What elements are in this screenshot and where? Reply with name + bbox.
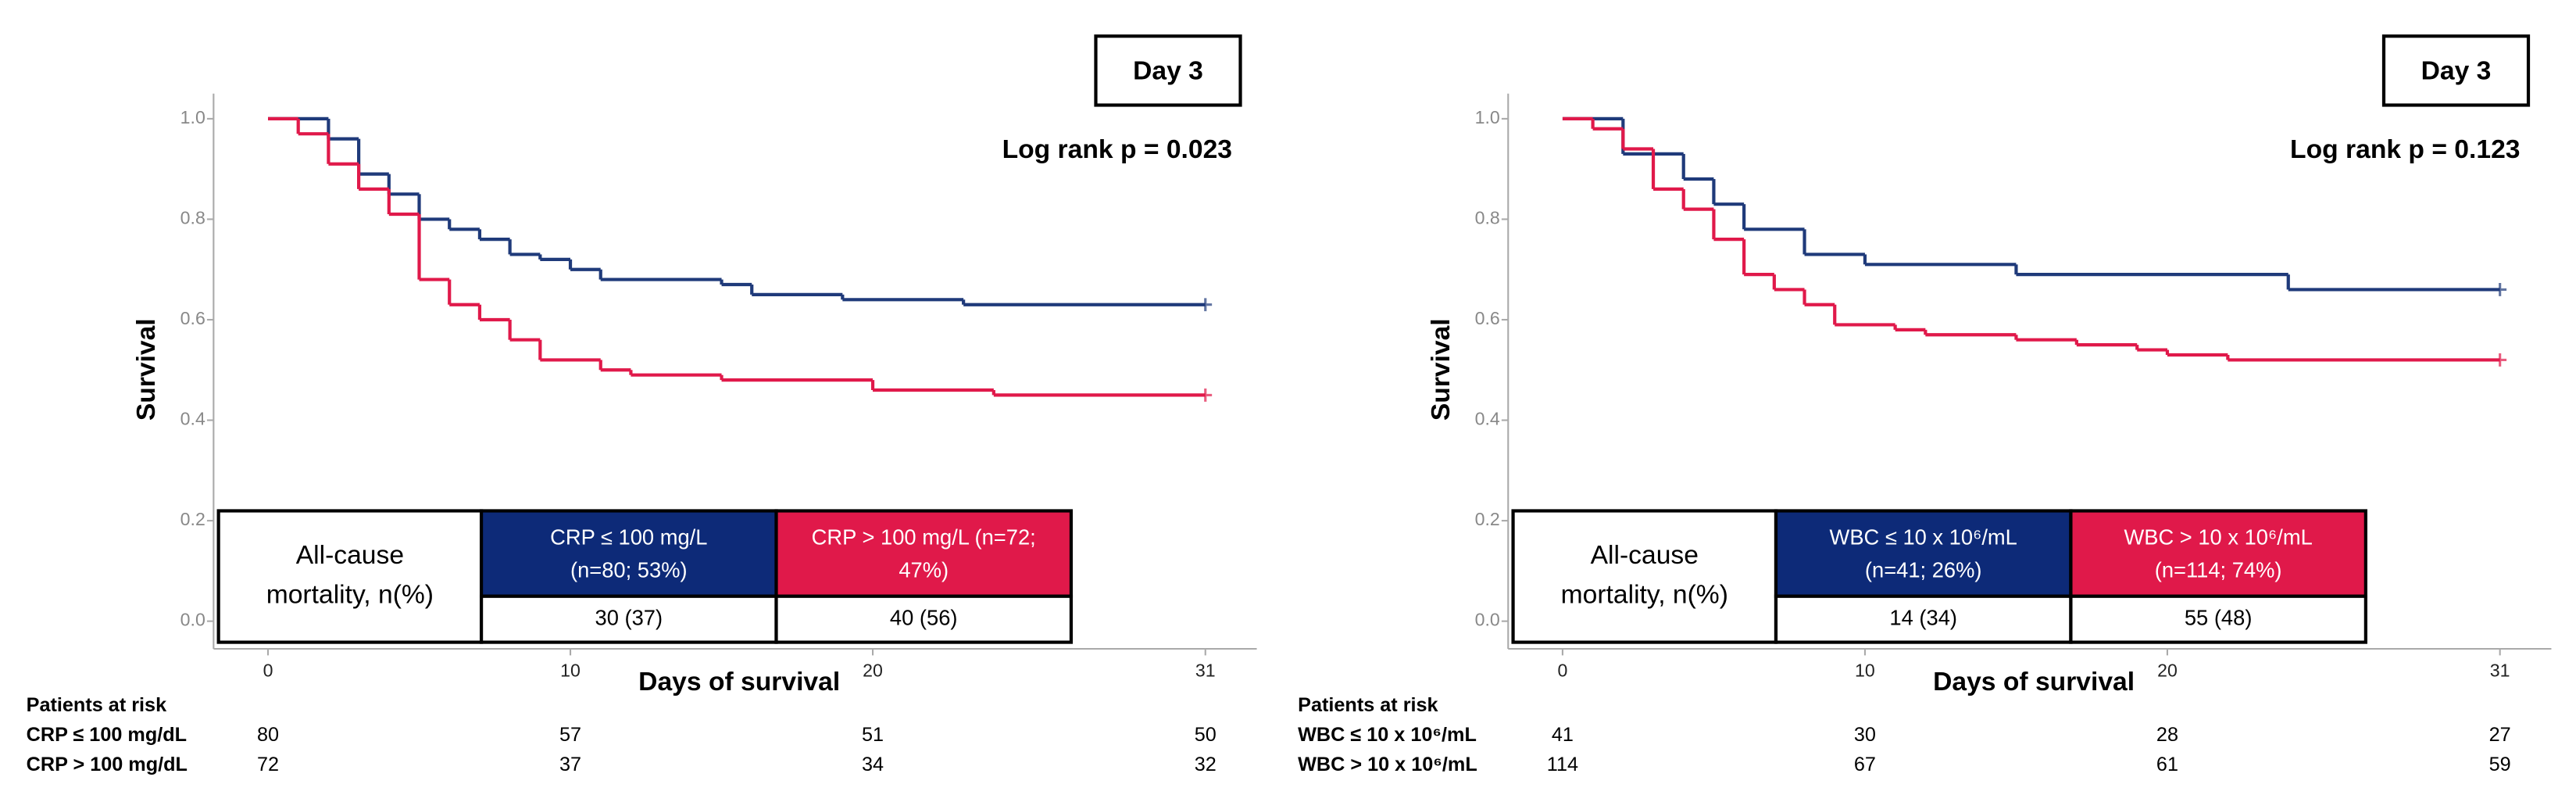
y-tick-label: 0.8 [1475,208,1500,228]
x-tick-label: 20 [2157,661,2178,681]
censor-mark [1199,298,1213,312]
x-tick-label: 0 [263,661,273,681]
y-tick-label: 0.4 [180,409,205,429]
risk-value: 80 [257,724,279,746]
risk-value: 114 [1547,754,1578,775]
risk-value: 57 [559,724,581,746]
y-tick-label: 0.2 [180,509,205,529]
x-tick-label: 10 [1855,661,1875,681]
censor-mark [2493,283,2507,296]
table-value: 55 (48) [2185,605,2253,629]
risk-value: 27 [2489,724,2511,746]
risk-value: 50 [1195,724,1217,746]
y-axis-label: Survival [132,318,161,421]
censor-mark [1199,389,1213,402]
y-tick-label: 1.0 [180,107,205,127]
table-value: 14 (34) [1889,605,1957,629]
x-axis-label: Days of survival [1933,668,2135,697]
table-header-text: All-cause [296,541,404,570]
table-header-cell [216,509,484,644]
x-tick-label: 20 [863,661,883,681]
x-axis-label: Days of survival [638,668,840,697]
risk-row-name: CRP > 100 mg/dL [27,754,188,775]
risk-value: 30 [1854,724,1876,746]
risk-row-name: CRP ≤ 100 mg/dL [27,724,187,746]
table-header-text: mortality, n(%) [1561,581,1728,610]
table-value-cell [1774,594,2073,644]
risk-value: 59 [2489,754,2511,775]
risk-row-name: WBC ≤ 10 x 10⁶/mL [1298,724,1477,746]
table-column-header [479,509,778,598]
risk-value: 72 [257,754,279,775]
risk-value: 28 [2156,724,2178,746]
risk-value: 41 [1552,724,1574,746]
chart-title: Day 3 [2421,56,2492,85]
table-column-label: (n=114; 74%) [2155,557,2282,582]
table-column-label: (n=41; 26%) [1865,557,1982,582]
y-tick-label: 0.0 [180,610,205,630]
table-column-label: (n=80; 53%) [570,557,688,582]
y-tick-label: 0.0 [1475,610,1500,630]
risk-value: 51 [862,724,884,746]
table-value: 30 (37) [595,605,663,629]
chart-title: Day 3 [1133,56,1203,85]
table-value-cell [2069,594,2367,644]
risk-title: Patients at risk [1298,694,1438,716]
table-header-text: mortality, n(%) [266,581,434,610]
y-tick-label: 0.6 [1475,308,1500,328]
table-column-label: WBC > 10 x 10⁶/mL [2124,525,2312,549]
x-tick-label: 31 [2490,661,2510,681]
risk-title: Patients at risk [27,694,167,716]
table-column-header [1774,509,2073,598]
y-tick-label: 1.0 [1475,107,1500,127]
y-tick-label: 0.8 [180,208,205,228]
table-column-label: 47%) [899,557,949,582]
risk-value: 37 [559,754,581,775]
table-value: 40 (56) [890,605,958,629]
x-tick-label: 10 [560,661,581,681]
y-axis-label: Survival [1427,318,1456,421]
y-tick-label: 0.2 [1475,509,1500,529]
table-column-header [2069,509,2367,598]
table-column-label: CRP > 100 mg/L (n=72; [812,525,1036,549]
annotation: Log rank p = 0.123 [2290,135,2520,164]
table-column-label: WBC ≤ 10 x 10⁶/mL [1830,525,2017,549]
risk-value: 34 [862,754,884,775]
table-column-label: CRP ≤ 100 mg/L [550,525,707,549]
risk-value: 67 [1854,754,1876,775]
risk-row-name: WBC > 10 x 10⁶/mL [1298,754,1477,775]
title-box [2381,34,2531,107]
x-tick-label: 31 [1195,661,1216,681]
table-column-header [774,509,1074,598]
risk-value: 32 [1195,754,1217,775]
x-tick-label: 0 [1557,661,1567,681]
risk-value: 61 [2156,754,2178,775]
table-value-cell [774,594,1074,644]
table-header-text: All-cause [1591,541,1699,570]
annotation: Log rank p = 0.023 [1002,135,1232,164]
title-box [1094,34,1242,107]
y-tick-label: 0.6 [180,308,205,328]
table-header-cell [1511,509,1778,644]
censor-mark [2493,353,2507,367]
y-tick-label: 0.4 [1475,409,1500,429]
